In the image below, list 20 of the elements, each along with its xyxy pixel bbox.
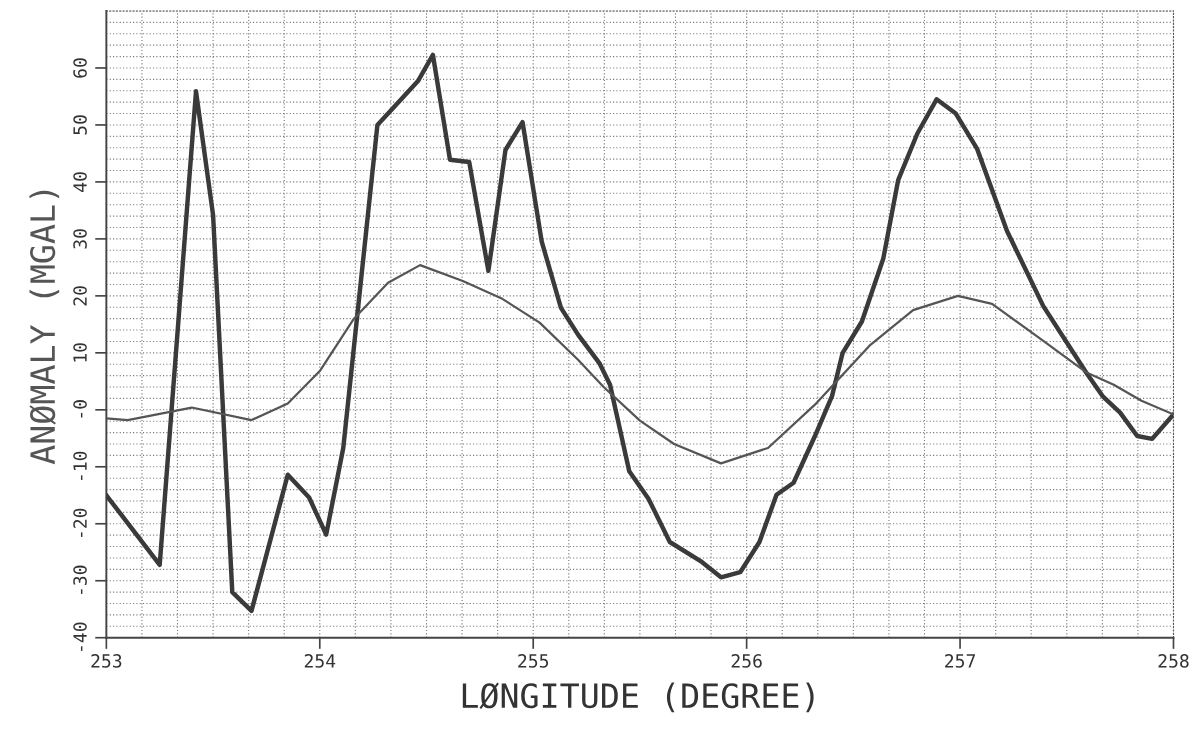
x-tick-label: 258 — [1158, 654, 1189, 668]
x-tick-label: 256 — [731, 654, 762, 668]
y-tick-label: -10 — [73, 451, 87, 480]
x-tick-label: 257 — [945, 654, 976, 668]
y-tick-label: 60 — [73, 58, 87, 78]
y-tick-label: 50 — [73, 115, 87, 135]
y-tick-label: -30 — [73, 565, 87, 594]
line-series — [106, 263, 1174, 465]
x-tick-label: 255 — [518, 654, 549, 668]
y-tick-label: 10 — [73, 343, 87, 362]
x-tick-label: 254 — [304, 654, 336, 668]
y-tick-label: -40 — [73, 622, 87, 651]
y-tick-label: 20 — [73, 286, 87, 306]
y-tick-label: -0 — [73, 400, 87, 418]
x-axis-title: LØNGITUDE (DEGREE) — [462, 682, 814, 713]
y-tick-label: 30 — [73, 229, 87, 249]
y-tick-label: 40 — [73, 172, 87, 192]
y-axis-title: ANØMALY (MGAL) — [29, 190, 60, 465]
y-tick-label: -20 — [73, 508, 87, 537]
x-tick-label: 253 — [91, 654, 122, 668]
